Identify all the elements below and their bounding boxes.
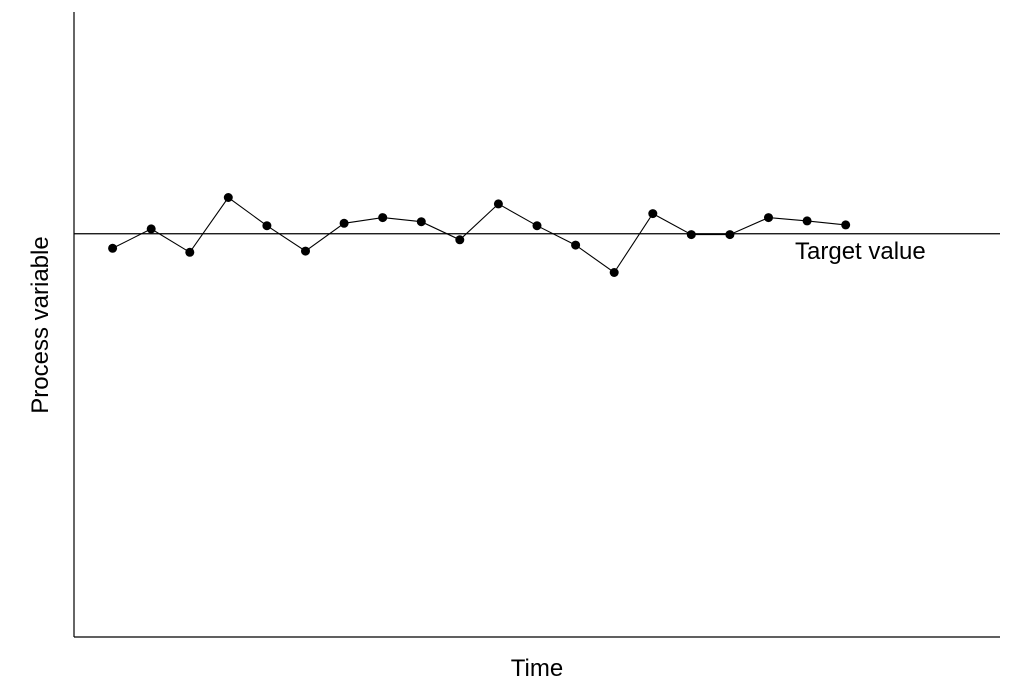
series-line (112, 196, 846, 274)
data-point (571, 240, 581, 250)
data-point (146, 224, 156, 234)
data-point (378, 213, 388, 223)
data-point (764, 213, 773, 223)
data-point (609, 268, 619, 277)
data-point (532, 221, 542, 231)
data-point (725, 230, 735, 240)
data-point (108, 243, 118, 253)
data-point (301, 246, 310, 256)
data-point (416, 217, 426, 227)
x-axis-label: Time (511, 655, 563, 682)
process-series (108, 193, 851, 277)
y-axis-label: Process variable (27, 236, 54, 413)
data-point (223, 193, 233, 202)
data-point (339, 218, 349, 228)
data-point (841, 220, 851, 230)
data-point (185, 247, 195, 257)
data-point (648, 209, 658, 219)
data-point (493, 199, 503, 209)
data-point (686, 230, 696, 240)
target-value-label: Target value (795, 238, 926, 265)
data-point (262, 221, 272, 231)
data-point (455, 235, 465, 245)
data-point (802, 216, 812, 226)
